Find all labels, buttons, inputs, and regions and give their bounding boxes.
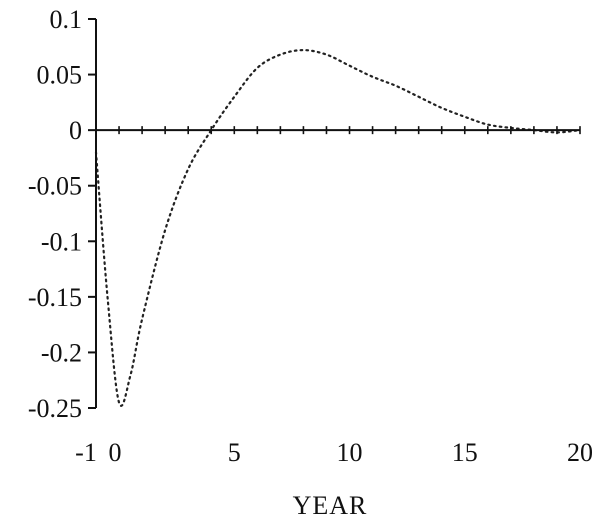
y-tick-label: -0.15 <box>28 283 82 312</box>
y-tick-label: 0.05 <box>37 61 83 90</box>
y-tick-label: -0.05 <box>28 172 82 201</box>
x-tick-label: -1 <box>75 438 97 467</box>
x-tick-label: 10 <box>337 438 363 467</box>
x-tick-label: 20 <box>567 438 593 467</box>
x-tick-label: 0 <box>109 438 122 467</box>
y-tick-label: -0.2 <box>41 338 82 367</box>
y-tick-label: 0 <box>69 116 82 145</box>
x-tick-label: 5 <box>228 438 241 467</box>
y-tick-label: -0.1 <box>41 227 82 256</box>
x-axis: -1 0 5 10 15 20 <box>75 126 593 467</box>
y-tick-label: 0.1 <box>50 5 83 34</box>
y-tick-label: -0.25 <box>28 394 82 423</box>
x-axis-title: YEAR <box>293 491 368 520</box>
series-line <box>94 48 582 407</box>
y-axis: 0.1 0.05 0 -0.05 -0.1 -0.15 -0.2 -0.25 <box>28 5 97 423</box>
plot-area <box>94 48 582 407</box>
x-tick-label: 15 <box>452 438 478 467</box>
